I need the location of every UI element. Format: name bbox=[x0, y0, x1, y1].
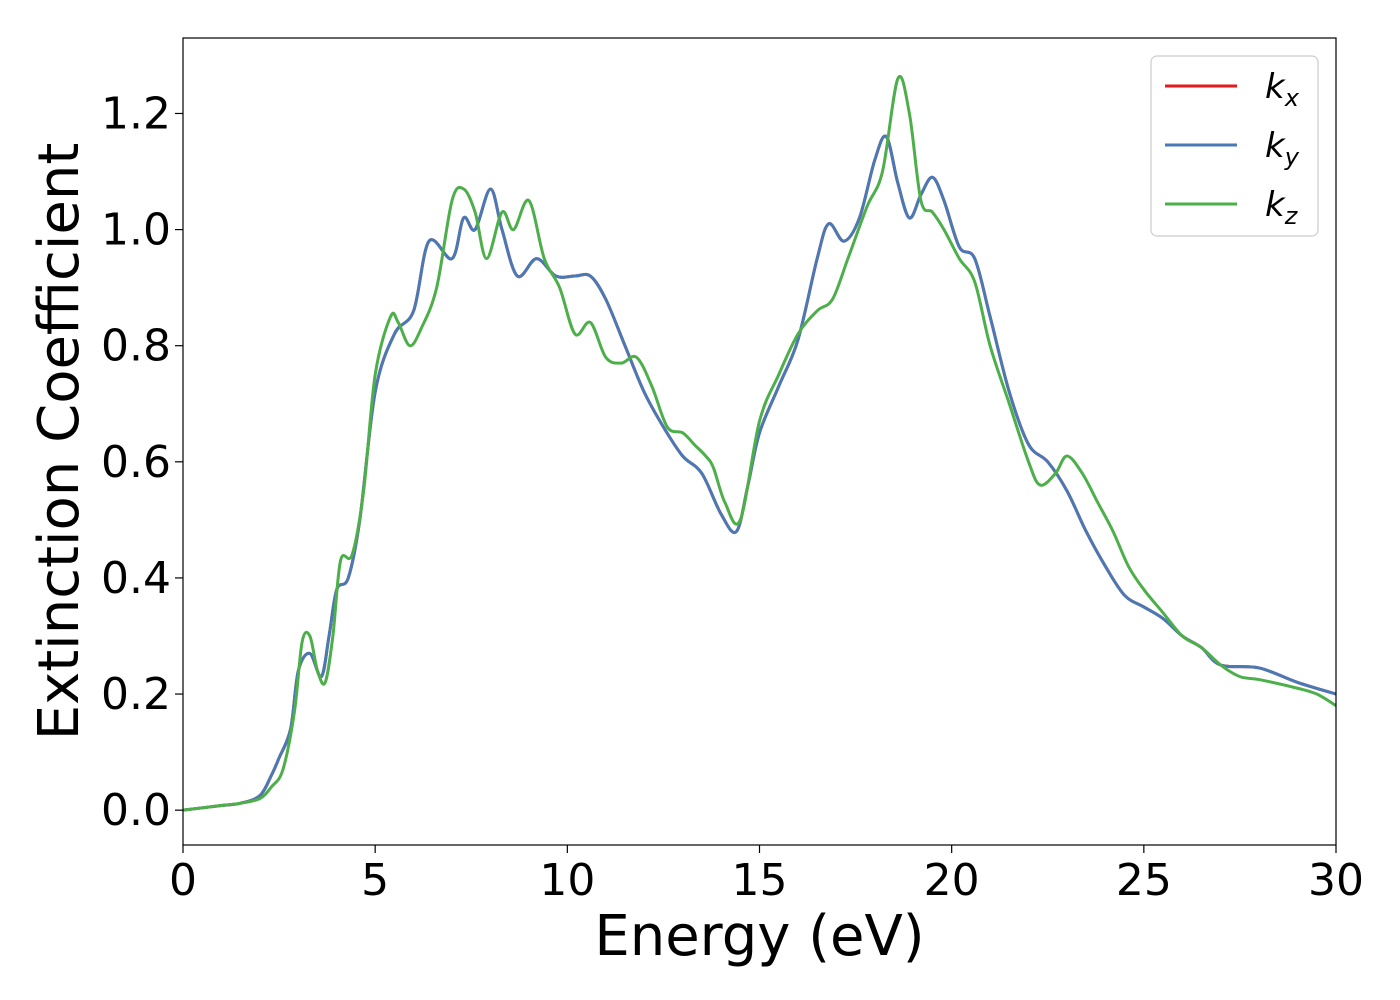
y-tick-label: 1.2 bbox=[101, 88, 171, 139]
y-tick-label: 0.4 bbox=[101, 553, 171, 604]
y-tick-label: 0.8 bbox=[101, 321, 171, 372]
x-tick-label: 15 bbox=[732, 855, 788, 906]
series-line-kz bbox=[183, 75, 1336, 812]
x-tick-label: 25 bbox=[1116, 855, 1172, 906]
x-axis-ticks: 0 5 10 15 20 25 30 bbox=[169, 845, 1364, 906]
y-tick-label: 0.2 bbox=[101, 669, 171, 720]
x-axis-title: Energy (eV) bbox=[594, 904, 924, 969]
legend-label-kz: kz bbox=[1265, 185, 1299, 230]
y-axis-ticks: 0.0 0.2 0.4 0.6 0.8 1.0 1.2 bbox=[101, 88, 183, 836]
legend-label-subscript: x bbox=[1284, 84, 1300, 112]
legend-label-symbol: k bbox=[1265, 185, 1286, 225]
y-tick-label: 0.0 bbox=[101, 785, 171, 836]
legend-label-kx: kx bbox=[1265, 67, 1300, 112]
legend-label-symbol: k bbox=[1265, 67, 1286, 107]
series-line-ky bbox=[183, 134, 1336, 812]
legend-label-ky: ky bbox=[1265, 126, 1300, 171]
x-tick-label: 10 bbox=[539, 855, 595, 906]
x-tick-label: 0 bbox=[169, 855, 197, 906]
y-axis-title: Extinction Coefficient bbox=[27, 143, 92, 741]
x-tick-label: 20 bbox=[924, 855, 980, 906]
x-tick-label: 5 bbox=[361, 855, 389, 906]
legend-label-subscript: y bbox=[1284, 143, 1300, 171]
y-tick-label: 0.6 bbox=[101, 437, 171, 488]
legend-label-subscript: z bbox=[1284, 202, 1299, 230]
x-tick-label: 30 bbox=[1308, 855, 1364, 906]
y-tick-label: 1.0 bbox=[101, 205, 171, 256]
legend-label-symbol: k bbox=[1265, 126, 1286, 166]
series-layer bbox=[183, 75, 1336, 812]
